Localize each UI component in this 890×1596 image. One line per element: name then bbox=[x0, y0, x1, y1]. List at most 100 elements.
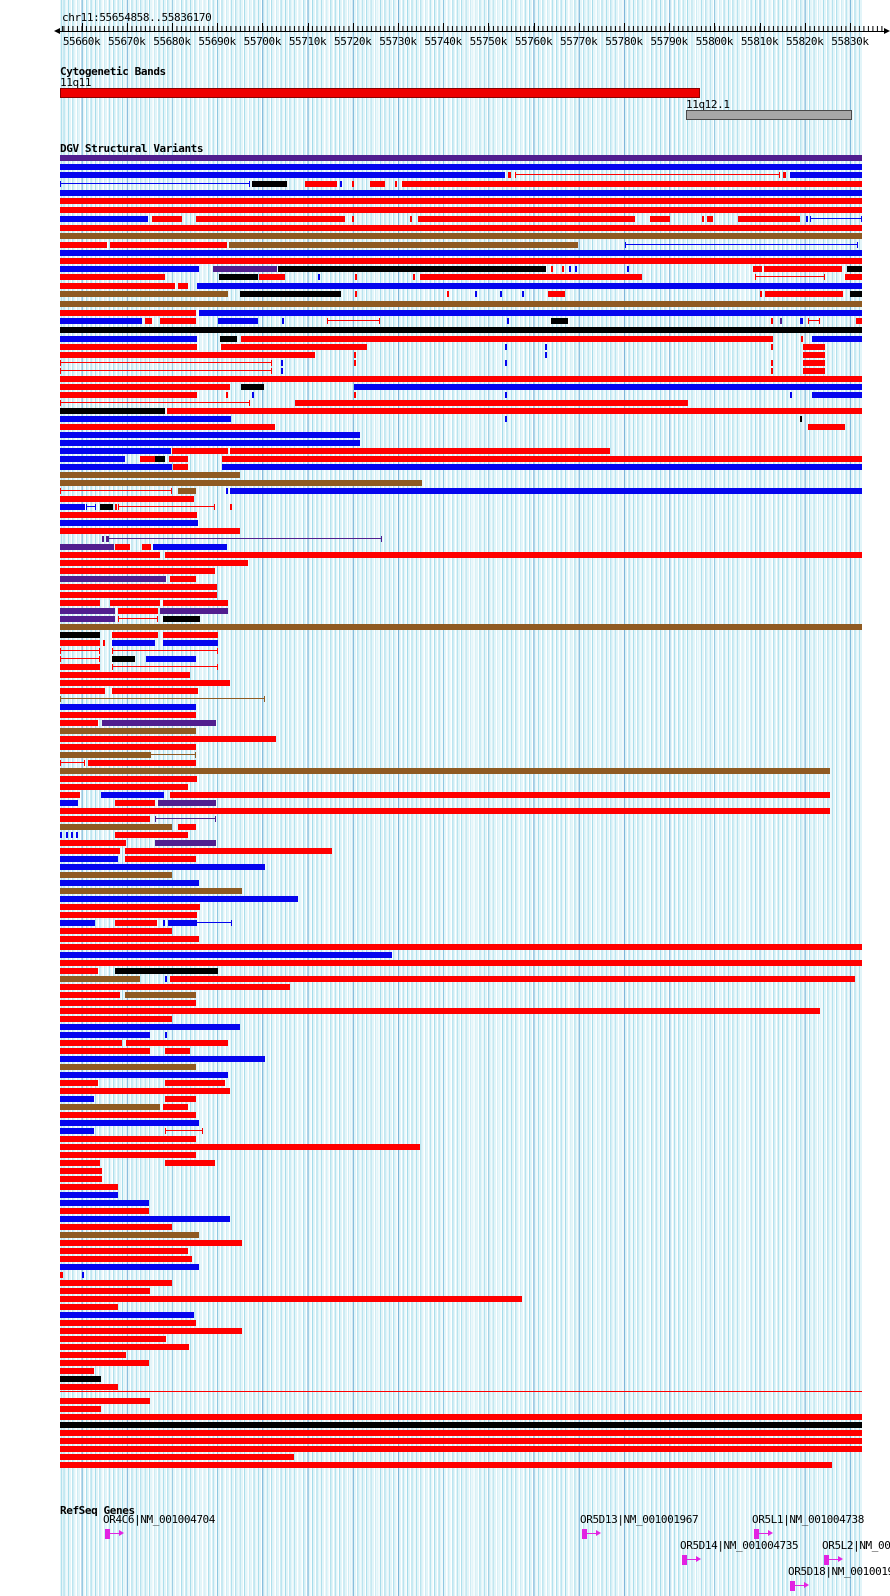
variant-bar[interactable] bbox=[60, 1112, 196, 1118]
variant-bar[interactable] bbox=[60, 680, 230, 686]
variant-bar[interactable] bbox=[153, 544, 227, 550]
variant-bar[interactable] bbox=[60, 488, 172, 494]
variant-bar[interactable] bbox=[60, 181, 250, 187]
cytoband-11q12.1[interactable] bbox=[686, 110, 852, 120]
variant-bar[interactable] bbox=[115, 920, 157, 926]
variant-bar[interactable] bbox=[60, 1360, 149, 1366]
variant-bar[interactable] bbox=[60, 1312, 194, 1318]
variant-bar[interactable] bbox=[178, 283, 188, 289]
variant-bar[interactable] bbox=[86, 504, 96, 510]
variant-bar[interactable] bbox=[172, 448, 228, 454]
variant-bar[interactable] bbox=[60, 744, 196, 750]
variant-bar[interactable] bbox=[800, 416, 802, 422]
variant-bar[interactable] bbox=[60, 960, 862, 966]
variant-bar[interactable] bbox=[60, 1120, 199, 1126]
variant-bar[interactable] bbox=[60, 496, 194, 502]
variant-bar[interactable] bbox=[60, 1096, 94, 1102]
variant-bar[interactable] bbox=[60, 544, 114, 550]
variant-bar[interactable] bbox=[803, 344, 825, 350]
variant-bar[interactable] bbox=[354, 392, 356, 398]
variant-bar[interactable] bbox=[60, 424, 275, 430]
variant-bar[interactable] bbox=[60, 384, 230, 390]
variant-bar[interactable] bbox=[71, 832, 73, 838]
variant-bar[interactable] bbox=[801, 336, 803, 342]
variant-bar[interactable] bbox=[60, 624, 862, 630]
variant-bar[interactable] bbox=[60, 504, 85, 510]
variant-bar[interactable] bbox=[60, 1280, 172, 1286]
variant-bar[interactable] bbox=[230, 488, 862, 494]
variant-bar[interactable] bbox=[60, 880, 199, 886]
variant-bar[interactable] bbox=[60, 1406, 101, 1412]
variant-bar[interactable] bbox=[60, 1296, 522, 1302]
variant-bar[interactable] bbox=[102, 536, 104, 542]
variant-bar[interactable] bbox=[196, 216, 345, 222]
gene-arrow-icon[interactable] bbox=[790, 1581, 810, 1592]
variant-bar[interactable] bbox=[60, 856, 118, 862]
variant-bar[interactable] bbox=[60, 1032, 150, 1038]
variant-bar[interactable] bbox=[60, 368, 272, 374]
variant-bar[interactable] bbox=[60, 155, 862, 161]
variant-bar[interactable] bbox=[218, 318, 258, 324]
variant-bar[interactable] bbox=[60, 904, 200, 910]
variant-bar[interactable] bbox=[170, 792, 830, 798]
variant-bar[interactable] bbox=[60, 968, 98, 974]
variant-bar[interactable] bbox=[103, 640, 105, 646]
variant-bar[interactable] bbox=[60, 568, 215, 574]
variant-bar[interactable] bbox=[60, 1080, 98, 1086]
variant-bar[interactable] bbox=[60, 172, 505, 178]
variant-bar[interactable] bbox=[60, 266, 199, 272]
variant-bar[interactable] bbox=[515, 172, 780, 178]
variant-bar[interactable] bbox=[118, 616, 158, 622]
variant-bar[interactable] bbox=[60, 832, 62, 838]
variant-bar[interactable] bbox=[76, 832, 78, 838]
variant-bar[interactable] bbox=[60, 1184, 118, 1190]
variant-bar[interactable] bbox=[60, 408, 165, 414]
variant-bar[interactable] bbox=[60, 1056, 265, 1062]
variant-bar[interactable] bbox=[60, 1192, 118, 1198]
variant-bar[interactable] bbox=[60, 824, 172, 830]
variant-bar[interactable] bbox=[790, 172, 862, 178]
variant-bar[interactable] bbox=[60, 1016, 172, 1022]
variant-bar[interactable] bbox=[60, 1176, 102, 1182]
variant-bar[interactable] bbox=[241, 336, 773, 342]
variant-bar[interactable] bbox=[771, 344, 773, 350]
variant-bar[interactable] bbox=[803, 368, 825, 374]
variant-bar[interactable] bbox=[125, 856, 196, 862]
variant-bar[interactable] bbox=[318, 274, 320, 280]
variant-bar[interactable] bbox=[505, 416, 507, 422]
variant-bar[interactable] bbox=[60, 432, 360, 438]
variant-bar[interactable] bbox=[60, 1000, 196, 1006]
variant-bar[interactable] bbox=[625, 242, 858, 248]
variant-bar[interactable] bbox=[60, 1160, 100, 1166]
variant-bar[interactable] bbox=[160, 318, 196, 324]
variant-bar[interactable] bbox=[169, 456, 188, 462]
variant-bar[interactable] bbox=[753, 266, 762, 272]
variant-bar[interactable] bbox=[60, 864, 265, 870]
variant-bar[interactable] bbox=[112, 632, 158, 638]
variant-bar[interactable] bbox=[60, 1104, 160, 1110]
variant-bar[interactable] bbox=[101, 792, 164, 798]
variant-bar[interactable] bbox=[102, 720, 216, 726]
variant-bar[interactable] bbox=[163, 600, 228, 606]
variant-bar[interactable] bbox=[60, 1264, 199, 1270]
variant-bar[interactable] bbox=[771, 318, 773, 324]
variant-bar[interactable] bbox=[545, 352, 547, 358]
variant-bar[interactable] bbox=[142, 544, 151, 550]
variant-bar[interactable] bbox=[60, 944, 862, 950]
variant-bar[interactable] bbox=[808, 318, 820, 324]
variant-bar[interactable] bbox=[327, 318, 380, 324]
variant-bar[interactable] bbox=[60, 584, 217, 590]
variant-bar[interactable] bbox=[60, 528, 240, 534]
variant-bar[interactable] bbox=[60, 233, 862, 239]
variant-bar[interactable] bbox=[60, 216, 148, 222]
variant-bar[interactable] bbox=[60, 1008, 820, 1014]
variant-bar[interactable] bbox=[60, 258, 862, 264]
variant-bar[interactable] bbox=[355, 274, 357, 280]
variant-bar[interactable] bbox=[60, 592, 217, 598]
variant-bar[interactable] bbox=[60, 327, 862, 333]
variant-bar[interactable] bbox=[165, 1048, 190, 1054]
variant-bar[interactable] bbox=[810, 216, 862, 222]
variant-bar[interactable] bbox=[803, 352, 825, 358]
variant-bar[interactable] bbox=[60, 728, 196, 734]
variant-bar[interactable] bbox=[60, 1454, 294, 1460]
